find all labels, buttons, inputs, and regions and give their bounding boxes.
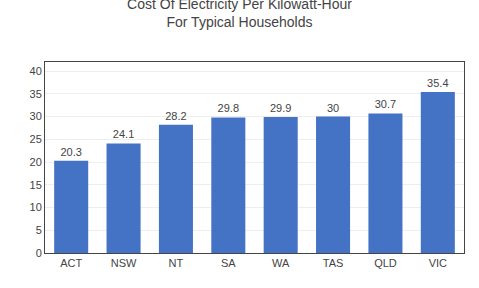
- svg-text:Cost Of Electricity Per Kilowa: Cost Of Electricity Per Kilowatt-HourFor…: [127, 0, 352, 30]
- svg-text:NSW: NSW: [111, 257, 137, 269]
- svg-text:TAS: TAS: [323, 257, 344, 269]
- svg-text:30.7: 30.7: [375, 98, 396, 110]
- svg-text:20.3: 20.3: [60, 146, 81, 158]
- svg-text:WA: WA: [272, 257, 290, 269]
- svg-text:35.4: 35.4: [427, 77, 448, 89]
- svg-text:35: 35: [30, 88, 42, 100]
- svg-text:ACT: ACT: [60, 257, 82, 269]
- svg-text:0: 0: [36, 247, 42, 259]
- svg-text:SA: SA: [221, 257, 236, 269]
- svg-text:15: 15: [30, 179, 42, 191]
- svg-text:10: 10: [30, 201, 42, 213]
- svg-text:5: 5: [36, 224, 42, 236]
- svg-text:28.2: 28.2: [165, 110, 186, 122]
- svg-text:29.8: 29.8: [218, 102, 239, 114]
- svg-text:30: 30: [30, 110, 42, 122]
- svg-text:29.9: 29.9: [270, 102, 291, 114]
- svg-text:25: 25: [30, 133, 42, 145]
- svg-text:40: 40: [30, 65, 42, 77]
- svg-text:NT: NT: [169, 257, 184, 269]
- svg-text:30: 30: [327, 102, 339, 114]
- svg-text:20: 20: [30, 156, 42, 168]
- svg-text:VIC: VIC: [429, 257, 447, 269]
- svg-text:24.1: 24.1: [113, 128, 134, 140]
- svg-text:QLD: QLD: [374, 257, 397, 269]
